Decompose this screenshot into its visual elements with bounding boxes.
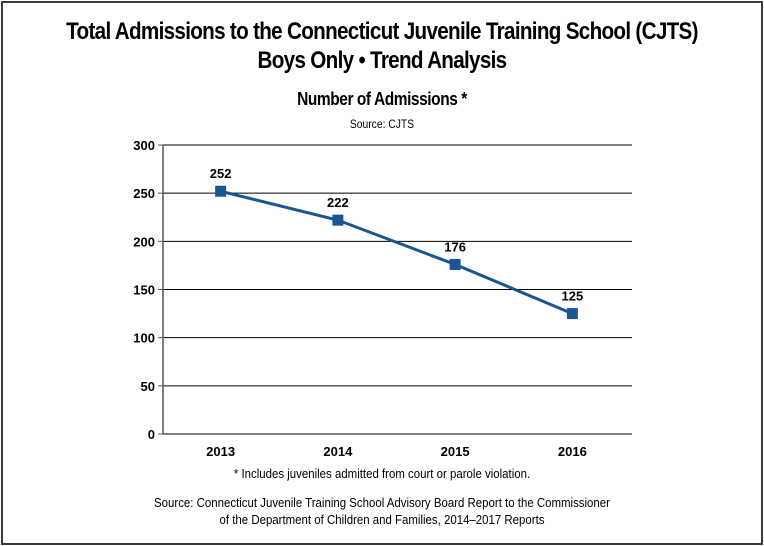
y-tick-label: 300 — [133, 138, 155, 153]
gridlines — [163, 144, 632, 435]
main-title: Total Admissions to the Connecticut Juve… — [66, 18, 698, 45]
data-label-2016: 125 — [562, 289, 584, 304]
chart-title: Number of Admissions * — [297, 89, 467, 109]
x-tick-label: 2015 — [441, 444, 470, 459]
source-line-2: of the Department of Children and Famili… — [219, 512, 545, 527]
series-line — [220, 189, 573, 315]
data-point-2014 — [332, 214, 344, 226]
data-point-2016 — [566, 308, 578, 320]
data-label-2015: 176 — [444, 239, 466, 254]
x-tick-label: 2014 — [323, 444, 353, 459]
footnote: * Includes juveniles admitted from court… — [233, 466, 531, 481]
y-tick-label: 150 — [133, 283, 155, 298]
y-tick-label: 100 — [133, 331, 155, 346]
main-subtitle: Boys Only • Trend Analysis — [257, 47, 508, 74]
x-axis-ticks: 2013 2014 2015 2016 — [206, 444, 587, 459]
y-tick-label: 50 — [141, 379, 155, 394]
data-point-2013 — [215, 185, 227, 197]
data-label-2014: 222 — [327, 195, 349, 210]
data-labels: 252 222 176 125 — [210, 166, 583, 303]
x-tick-label: 2016 — [558, 444, 587, 459]
chart-source: Source: CJTS — [349, 117, 415, 131]
y-tick-label: 250 — [133, 186, 155, 201]
series-admissions — [215, 185, 578, 320]
data-point-2015 — [449, 258, 461, 270]
source-line-1: Source: Connecticut Juvenile Training Sc… — [154, 495, 610, 510]
data-label-2013: 252 — [210, 166, 232, 181]
y-axis-ticks: 0 50 100 150 200 250 300 — [133, 138, 164, 442]
y-tick-label: 0 — [148, 427, 155, 442]
x-tick-label: 2013 — [206, 444, 235, 459]
y-tick-label: 200 — [133, 234, 155, 249]
